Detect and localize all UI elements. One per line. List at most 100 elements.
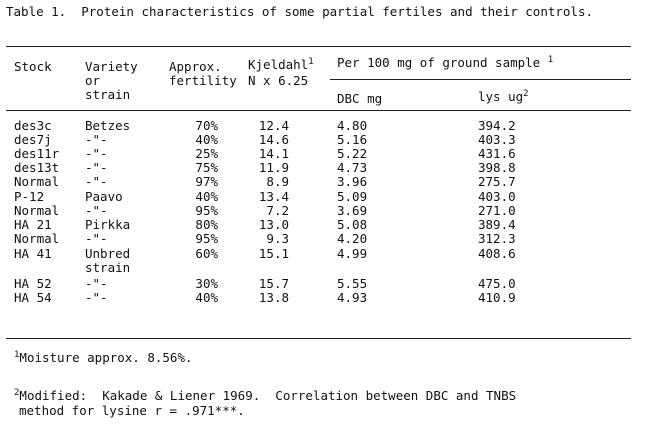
cell-variety: -"- [85,276,108,291]
table-row: des13t -"- 75% 11.9 4.73 398.8 [0,160,649,176]
cell-lys: 475.0 [478,276,516,291]
table-row: des11r -"- 25% 14.1 5.22 431.6 [0,146,649,162]
cell-dbc: 5.09 [337,189,368,204]
bottom-rule [6,338,631,339]
cell-variety-line2: strain [85,260,131,275]
cell-fertility: 40% [195,290,218,305]
cell-dbc: 5.16 [337,132,368,147]
header-variety-line1: Variety [85,59,138,74]
cell-fertility: 70% [195,118,218,133]
cell-fertility: 80% [195,217,218,232]
cell-variety: Paavo [85,189,123,204]
cell-kjeldahl: 8.9 [266,174,289,189]
table-row: des7j -"- 40% 14.6 5.16 403.3 [0,132,649,148]
cell-fertility: 97% [195,174,218,189]
table-row: HA 52 -"- 30% 15.7 5.55 475.0 [0,276,649,292]
cell-fertility: 95% [195,203,218,218]
cell-kjeldahl: 9.3 [266,231,289,246]
cell-stock: Normal [14,231,60,246]
cell-variety: -"- [85,160,108,175]
cell-lys: 312.3 [478,231,516,246]
cell-lys: 389.4 [478,217,516,232]
cell-stock: HA 21 [14,217,52,232]
header-variety-line3: strain [85,87,131,102]
header-per100: Per 100 mg of ground sample 1 [337,54,554,70]
cell-kjeldahl: 11.9 [258,160,289,175]
header-rule [6,110,631,111]
cell-variety: Pirkka [85,217,131,232]
cell-stock: des11r [14,146,60,161]
cell-kjeldahl: 7.2 [266,203,289,218]
table-title: Table 1. Protein characteristics of some… [6,4,593,19]
cell-stock: Normal [14,174,60,189]
table-row: Normal -"- 95% 7.2 3.69 271.0 [0,203,649,219]
header-kjeldahl-line2: N x 6.25 [248,73,309,88]
cell-lys: 410.9 [478,290,516,305]
cell-fertility: 95% [195,231,218,246]
cell-dbc: 3.96 [337,174,368,189]
cell-fertility: 25% [195,146,218,161]
cell-variety: -"- [85,231,108,246]
cell-lys: 398.8 [478,160,516,175]
cell-fertility: 75% [195,160,218,175]
cell-variety: -"- [85,146,108,161]
cell-dbc: 5.55 [337,276,368,291]
cell-dbc: 5.08 [337,217,368,232]
cell-stock: HA 52 [14,276,52,291]
cell-stock: des7j [14,132,52,147]
cell-dbc: 4.80 [337,118,368,133]
cell-kjeldahl: 14.6 [258,132,289,147]
cell-dbc: 5.22 [337,146,368,161]
cell-kjeldahl: 13.4 [258,189,289,204]
header-kjeldahl-line1: Kjeldahl1 [248,56,314,72]
cell-stock: P-12 [14,189,45,204]
header-dbc: DBC mg [337,91,383,106]
table-row: HA 54 -"- 40% 13.8 4.93 410.9 [0,290,649,306]
table-row: P-12 Paavo 40% 13.4 5.09 403.0 [0,189,649,205]
cell-dbc: 3.69 [337,203,368,218]
table-row: HA 41 Unbred 60% 15.1 4.99 408.6 strain [0,246,649,273]
cell-kjeldahl: 13.0 [258,217,289,232]
cell-lys: 408.6 [478,246,516,261]
cell-fertility: 30% [195,276,218,291]
header-fertility-line1: Approx. [169,59,222,74]
cell-stock: des3c [14,118,52,133]
cell-kjeldahl: 15.7 [258,276,289,291]
cell-stock: des13t [14,160,60,175]
header-variety-line2: or [85,73,101,88]
cell-variety: Betzes [85,118,131,133]
cell-kjeldahl: 14.1 [258,146,289,161]
subheader-rule [330,79,631,80]
cell-dbc: 4.20 [337,231,368,246]
cell-dbc: 4.93 [337,290,368,305]
header-stock: Stock [14,59,52,74]
cell-dbc: 4.73 [337,160,368,175]
table-row: HA 21 Pirkka 80% 13.0 5.08 389.4 [0,217,649,233]
cell-kjeldahl: 12.4 [258,118,289,133]
footnote-2-line2: method for lysine r = .971***. [19,403,245,418]
cell-fertility: 40% [195,132,218,147]
cell-lys: 403.3 [478,132,516,147]
cell-stock: HA 41 [14,246,52,261]
cell-variety: -"- [85,203,108,218]
header-lys: lys ug2 [478,88,529,104]
table-row: Normal -"- 97% 8.9 3.96 275.7 [0,174,649,190]
cell-variety: -"- [85,290,108,305]
cell-lys: 431.6 [478,146,516,161]
table-row: Normal -"- 95% 9.3 4.20 312.3 [0,231,649,247]
header-fertility-line2: fertility [169,73,237,88]
cell-fertility: 60% [195,246,218,261]
footnote-2: 2Modified: Kakade & Liener 1969. Correla… [14,387,517,403]
cell-variety: -"- [85,174,108,189]
cell-lys: 275.7 [478,174,516,189]
cell-fertility: 40% [195,189,218,204]
cell-lys: 394.2 [478,118,516,133]
cell-lys: 271.0 [478,203,516,218]
cell-kjeldahl: 13.8 [258,290,289,305]
cell-dbc: 4.99 [337,246,368,261]
cell-lys: 403.0 [478,189,516,204]
cell-kjeldahl: 15.1 [258,246,289,261]
cell-stock: Normal [14,203,60,218]
top-rule [6,46,631,47]
cell-stock: HA 54 [14,290,52,305]
